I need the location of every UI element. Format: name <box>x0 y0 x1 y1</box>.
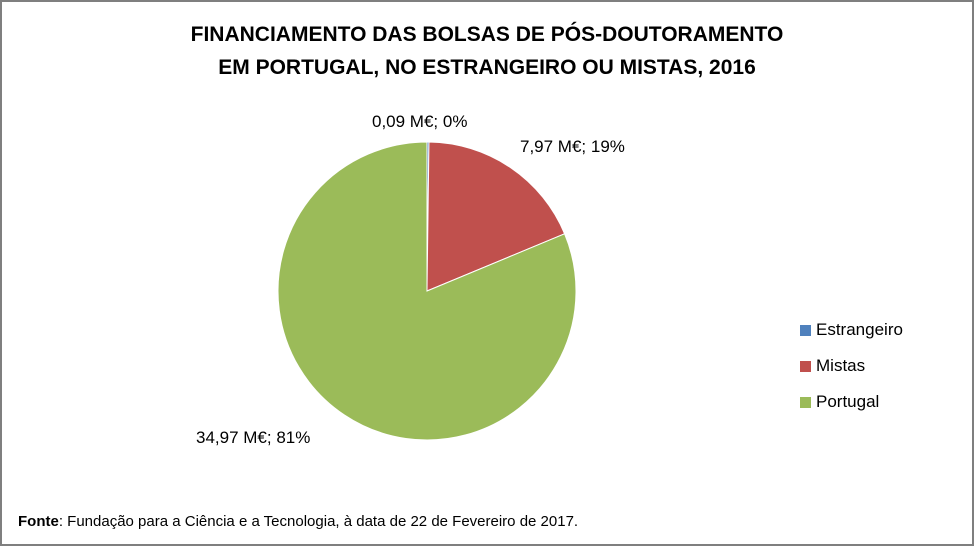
source-prefix: Fonte <box>18 513 59 530</box>
legend-swatch-estrangeiro <box>800 324 811 336</box>
legend-item-portugal: Portugal <box>800 384 903 420</box>
legend-item-estrangeiro: Estrangeiro <box>800 312 903 348</box>
data-label-mistas: 7,97 M€; 19% <box>520 137 625 156</box>
legend-swatch-mistas <box>800 360 811 372</box>
pie-slice-portugal <box>277 141 577 441</box>
chart-title-line-1: FINANCIAMENTO DAS BOLSAS DE PÓS-DOUTORAM… <box>190 23 784 46</box>
legend-swatch-portugal <box>800 396 811 408</box>
legend-label-portugal: Portugal <box>816 392 880 411</box>
legend: Estrangeiro Mistas Portugal <box>800 312 903 420</box>
legend-item-mistas: Mistas <box>800 348 903 384</box>
source-note: Fonte: Fundação para a Ciência e a Tecno… <box>18 513 578 530</box>
source-text: : Fundação para a Ciência e a Tecnologia… <box>58 513 579 530</box>
pie-slice-mistas <box>426 141 566 292</box>
data-label-portugal: 34,97 M€; 81% <box>196 428 310 447</box>
legend-label-estrangeiro: Estrangeiro <box>816 320 903 339</box>
data-label-estrangeiro: 0,09 M€; 0% <box>372 112 467 131</box>
chart-title: FINANCIAMENTO DAS BOLSAS DE PÓS-DOUTORAM… <box>0 18 974 84</box>
chart-title-line-2: EM PORTUGAL, NO ESTRANGEIRO OU MISTAS, 2… <box>218 56 756 79</box>
legend-label-mistas: Mistas <box>816 356 866 375</box>
